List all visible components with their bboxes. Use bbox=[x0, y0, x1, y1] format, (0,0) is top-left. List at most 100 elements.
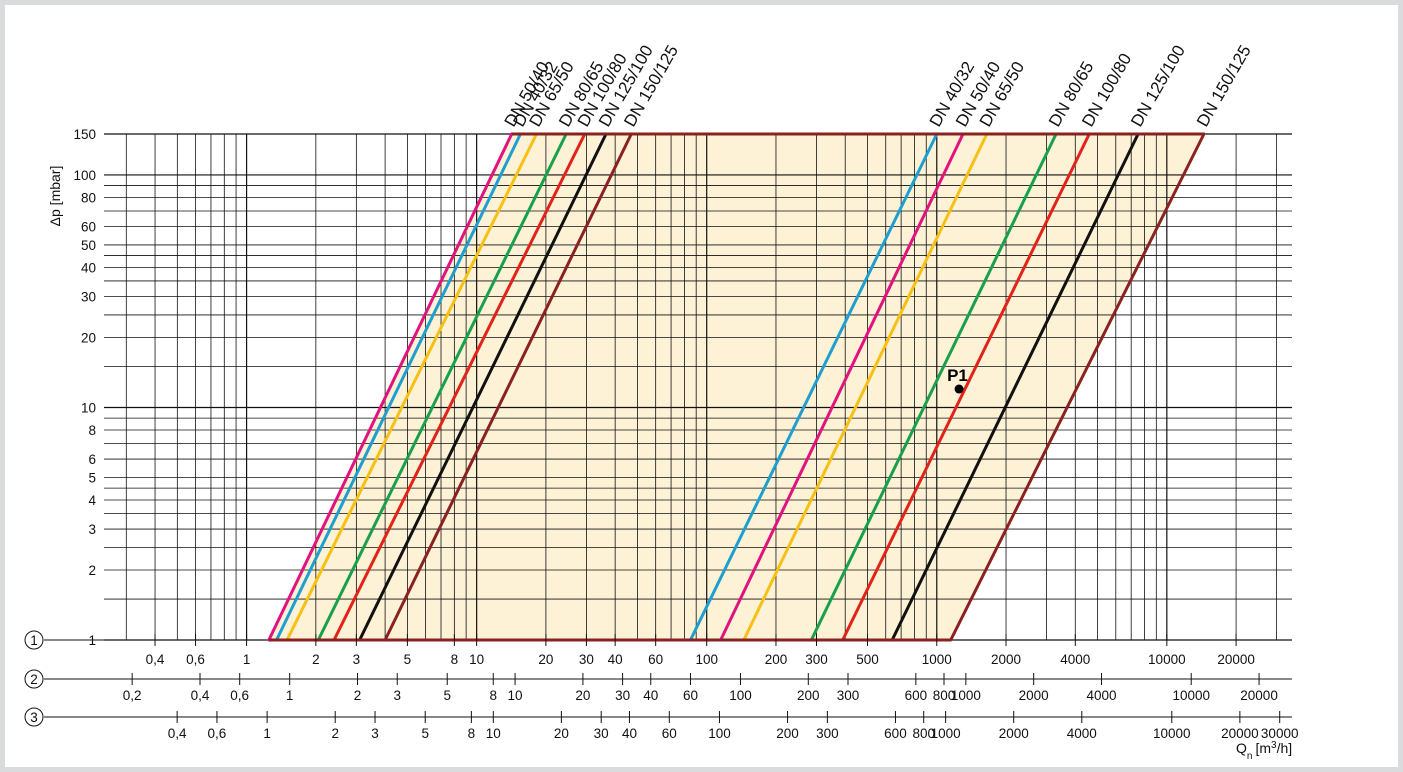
x-tick-label: 1000 bbox=[922, 652, 952, 667]
x-tick-label: 3 bbox=[393, 688, 401, 703]
x-tick-label: 20 bbox=[575, 688, 590, 703]
y-tick-label: 80 bbox=[81, 190, 96, 205]
y-axis-title: Δp [mbar] bbox=[47, 166, 63, 227]
x-tick-label: 0,4 bbox=[191, 688, 210, 703]
x-axis-title-main: Q bbox=[1236, 740, 1247, 756]
x-tick-label: 100 bbox=[729, 688, 752, 703]
x-tick-label: 200 bbox=[765, 652, 788, 667]
grid-layer bbox=[104, 133, 1292, 641]
x-tick-label: 100 bbox=[695, 652, 718, 667]
x-tick-label: 5 bbox=[443, 688, 451, 703]
x-tick-label: 100 bbox=[708, 726, 731, 741]
scale-marker-label: 3 bbox=[30, 710, 38, 725]
scale-marker bbox=[24, 630, 44, 650]
x-tick-label: 8 bbox=[489, 688, 497, 703]
x-tick-label: 600 bbox=[905, 688, 928, 703]
series-line bbox=[890, 132, 1140, 642]
x-tick-label: 8 bbox=[468, 726, 476, 741]
x-tick-label: 60 bbox=[648, 652, 663, 667]
y-tick-label: 100 bbox=[73, 168, 96, 183]
series-line bbox=[383, 132, 633, 642]
x-tick-label: 40 bbox=[622, 726, 637, 741]
x-tick-label: 2000 bbox=[999, 726, 1029, 741]
x-tick-label: 40 bbox=[608, 652, 623, 667]
y-tick-label: 5 bbox=[88, 470, 96, 485]
scale-marker-label: 1 bbox=[30, 633, 38, 648]
x-tick-label: 0,6 bbox=[186, 652, 205, 667]
x-tick-label: 2000 bbox=[991, 652, 1021, 667]
x-tick-label: 800 bbox=[933, 688, 956, 703]
x-tick-label: 0,4 bbox=[168, 726, 187, 741]
x-tick-label: 20000 bbox=[1240, 688, 1278, 703]
x-tick-label: 40 bbox=[643, 688, 658, 703]
x-tick-label: 2 bbox=[331, 726, 339, 741]
x-tick-label: 30 bbox=[594, 726, 609, 741]
series-line bbox=[316, 132, 568, 642]
x-tick-label: 0,4 bbox=[146, 652, 165, 667]
x-tick-label: 300 bbox=[805, 652, 828, 667]
series-line bbox=[358, 132, 608, 642]
y-tick-label: 4 bbox=[88, 493, 96, 508]
x-tick-label: 4000 bbox=[1067, 726, 1097, 741]
x-tick-label: 10 bbox=[469, 652, 484, 667]
y-tick-label: 150 bbox=[73, 127, 96, 142]
x-tick-label: 60 bbox=[662, 726, 677, 741]
y-tick-label: 6 bbox=[88, 452, 96, 467]
x-tick-label: 4000 bbox=[1087, 688, 1117, 703]
series-line bbox=[332, 132, 587, 642]
x-tick-label: 10000 bbox=[1153, 726, 1191, 741]
x-tick-label: 2000 bbox=[1019, 688, 1049, 703]
x-axis-title-sub: n bbox=[1247, 751, 1253, 762]
series-line bbox=[275, 132, 522, 642]
x-tick-label: 10 bbox=[486, 726, 501, 741]
x-tick-label: 200 bbox=[776, 726, 799, 741]
series-line bbox=[742, 132, 989, 642]
x-tick-label: 200 bbox=[797, 688, 820, 703]
x-tick-label: 30 bbox=[615, 688, 630, 703]
x-tick-label: 0,6 bbox=[208, 726, 227, 741]
x-tick-label: 4000 bbox=[1060, 652, 1090, 667]
x-tick-label: 1000 bbox=[931, 726, 961, 741]
series-line bbox=[949, 132, 1206, 642]
y-tick-label: 40 bbox=[81, 260, 96, 275]
x-tick-label: 500 bbox=[856, 652, 879, 667]
series-line bbox=[285, 132, 538, 642]
x-tick-label: 8 bbox=[451, 652, 459, 667]
x-axis-title-tail: /h] bbox=[1277, 740, 1293, 756]
x-tick-label: 3 bbox=[371, 726, 379, 741]
scale-marker-label: 2 bbox=[30, 672, 38, 687]
scale-marker bbox=[24, 707, 44, 727]
x-tick-label: 30 bbox=[579, 652, 594, 667]
x-axis-title-sup: 3 bbox=[1271, 740, 1277, 751]
x-tick-label: 2 bbox=[312, 652, 320, 667]
x-tick-label: 600 bbox=[884, 726, 907, 741]
x-tick-label: 1 bbox=[243, 652, 251, 667]
series-layer bbox=[267, 132, 1206, 642]
y-tick-label: 20 bbox=[81, 330, 96, 345]
x-axis-title: Qn [m3/h] bbox=[1236, 740, 1292, 762]
x-tick-label: 10000 bbox=[1172, 688, 1210, 703]
x-tick-label: 2 bbox=[354, 688, 362, 703]
annotations: P1 bbox=[947, 366, 968, 394]
x-tick-label: 10 bbox=[508, 688, 523, 703]
x-tick-label: 20000 bbox=[1221, 726, 1259, 741]
x-tick-label: 5 bbox=[404, 652, 412, 667]
x-tick-label: 3 bbox=[353, 652, 361, 667]
y-tick-label: 30 bbox=[81, 290, 96, 305]
x-tick-label: 0,6 bbox=[230, 688, 249, 703]
y-tick-label: 8 bbox=[88, 423, 96, 438]
x-tick-label: 60 bbox=[683, 688, 698, 703]
x-tick-label: 1 bbox=[263, 726, 271, 741]
x-tick-label: 1000 bbox=[951, 688, 981, 703]
x-axis-title-unit: [m bbox=[1255, 740, 1271, 756]
series-line bbox=[841, 132, 1091, 642]
annotation-point bbox=[954, 384, 964, 394]
x-tick-label: 300 bbox=[816, 726, 839, 741]
x-tick-label: 20000 bbox=[1217, 652, 1255, 667]
y-tick-label: 50 bbox=[81, 238, 96, 253]
x-tick-label: 1 bbox=[286, 688, 294, 703]
x-tick-label: 10000 bbox=[1148, 652, 1186, 667]
series-line bbox=[688, 132, 939, 642]
y-tick-label: 3 bbox=[88, 522, 96, 537]
